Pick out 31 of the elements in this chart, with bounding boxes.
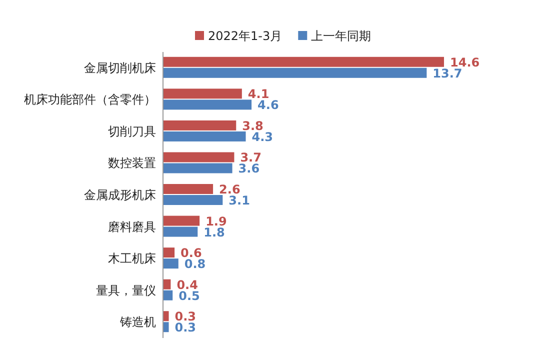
- y-tick-label: 金属成形机床: [84, 188, 156, 202]
- bar: [163, 131, 246, 142]
- bar: [163, 195, 223, 205]
- legend-label: 上一年同期: [311, 29, 372, 43]
- bar: [163, 322, 169, 332]
- y-tick-label: 金属切削机床: [84, 60, 156, 75]
- bar: [163, 258, 178, 269]
- y-tick-label: 机床功能部件（含零件）: [24, 92, 156, 107]
- bar: [163, 56, 444, 67]
- bar: [163, 100, 252, 110]
- data-label: 3.1: [228, 194, 250, 208]
- bar: [163, 248, 175, 258]
- bar: [163, 88, 242, 99]
- y-tick-label: 铸造机: [119, 315, 156, 330]
- bar: [163, 290, 173, 300]
- bar: [163, 68, 427, 78]
- y-tick-label: 数控装置: [108, 156, 156, 170]
- bar: [163, 216, 200, 226]
- bar: [163, 226, 198, 237]
- legend-label: 2022年1-3月: [208, 29, 282, 43]
- y-tick-label: 木工机床: [108, 252, 156, 266]
- y-tick-label: 切削刀具: [108, 124, 156, 138]
- bar: [163, 120, 236, 130]
- bar: [163, 152, 234, 162]
- bar: [163, 163, 232, 174]
- bar: [163, 279, 171, 290]
- data-label: 2.6: [219, 182, 240, 196]
- y-tick-label: 磨料磨具: [108, 220, 156, 234]
- bar: [163, 311, 169, 322]
- bar: [163, 184, 214, 194]
- y-tick-label: 量具，量仪: [96, 283, 156, 298]
